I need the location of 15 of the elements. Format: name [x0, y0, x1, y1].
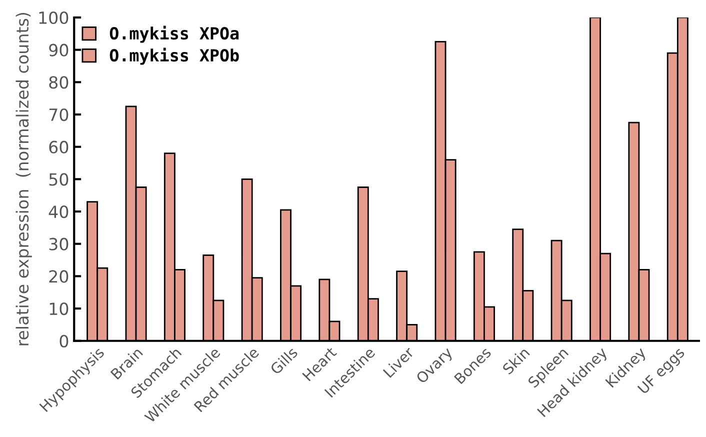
y-tick-label: 20	[49, 270, 68, 283]
y-tick-label: 30	[49, 238, 68, 250]
y-tick-label: 60	[49, 140, 68, 154]
y-tick-label: 10	[50, 302, 68, 316]
y-tick-label: 100	[39, 11, 68, 24]
y-tick-label: 50	[49, 173, 68, 186]
y-tick-label: 70	[49, 108, 68, 122]
y-tick-label: 0	[60, 334, 68, 348]
y-tick-label: 40	[48, 205, 68, 218]
y-tick-label: 80	[49, 76, 68, 89]
legend-label: O.mykiss XPOa	[110, 26, 239, 43]
y-axis-title: relative expression (normalized counts)	[16, 12, 32, 346]
legend-label: O.mykiss XPOb	[110, 48, 239, 65]
y-tick-label: 90	[49, 44, 68, 56]
x-tick-label: Gills	[269, 346, 298, 376]
